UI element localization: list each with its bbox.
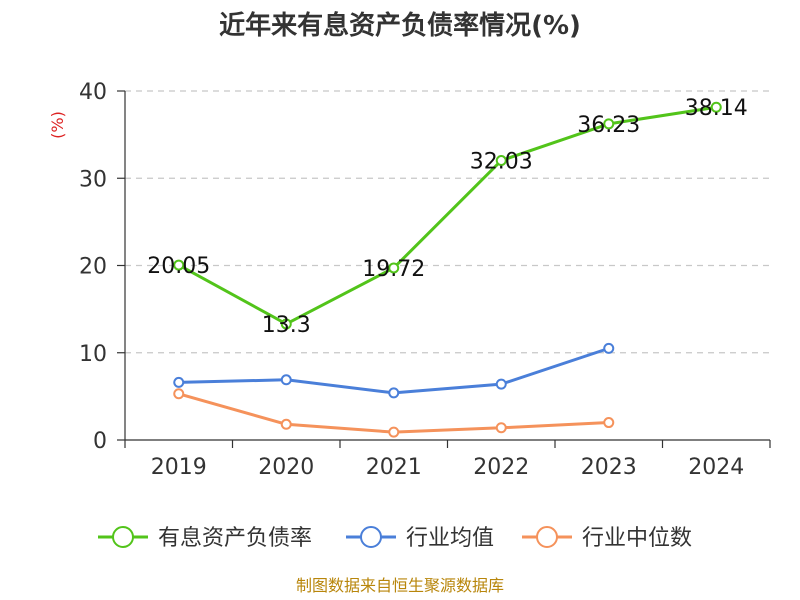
legend-marker-2 <box>536 526 558 548</box>
series-layer <box>173 101 722 438</box>
data-label-0-1: 13.3 <box>262 313 311 338</box>
y-tick-label-0: 0 <box>93 429 107 454</box>
data-point-2-1 <box>280 418 292 430</box>
series-line-1 <box>178 346 610 395</box>
legend-label-2: 行业中位数 <box>582 526 692 551</box>
data-point-1-3 <box>495 378 507 390</box>
x-tick-label-2023: 2023 <box>581 455 637 480</box>
grid-lines <box>125 90 770 354</box>
y-tick-label-40: 40 <box>79 80 107 105</box>
data-point-2-2 <box>388 426 400 438</box>
y-axis-label: (%) <box>48 111 67 139</box>
data-point-1-4 <box>603 342 615 354</box>
data-point-0-0 <box>173 259 185 271</box>
data-point-0-5 <box>710 101 722 113</box>
data-point-0-2 <box>388 262 400 274</box>
x-tick-label-2019: 2019 <box>151 455 207 480</box>
y-tick-label-10: 10 <box>79 342 107 367</box>
data-point-0-1 <box>280 318 292 330</box>
chart-title: 近年来有息资产负债率情况(%) <box>219 10 581 41</box>
data-point-2-3 <box>495 422 507 434</box>
data-point-1-0 <box>173 376 185 388</box>
data-label-0-0: 20.05 <box>147 254 210 279</box>
data-point-2-0 <box>173 388 185 400</box>
y-tick-label-20: 20 <box>79 255 107 280</box>
series-line-0 <box>178 105 717 326</box>
legend-marker-0 <box>112 526 134 548</box>
x-tick-label-2020: 2020 <box>258 455 314 480</box>
legend-marker-1 <box>360 526 382 548</box>
data-label-0-3: 32.03 <box>470 150 533 175</box>
legend-label-0: 有息资产负债率 <box>158 526 312 551</box>
data-label-0-2: 19.72 <box>362 257 425 282</box>
source-note: 制图数据来自恒生聚源数据库 <box>296 576 504 595</box>
data-point-2-4 <box>603 417 615 429</box>
x-tick-label-2024: 2024 <box>688 455 744 480</box>
data-point-1-2 <box>388 387 400 399</box>
axes: 0 10 20 30 40 2019 2020 2021 2022 2023 2024 <box>79 80 771 480</box>
x-tick-label-2022: 2022 <box>473 455 529 480</box>
data-point-0-3 <box>495 155 507 167</box>
legend-label-1: 行业均值 <box>406 526 494 551</box>
data-label-0-5: 38.14 <box>685 96 748 121</box>
data-label-0-4: 36.23 <box>577 113 640 138</box>
series-line-2 <box>178 392 609 434</box>
data-labels: 20.05 13.3 19.72 32.03 36.23 38.14 <box>147 96 747 338</box>
data-point-0-4 <box>603 118 615 130</box>
y-tick-label-30: 30 <box>79 167 107 192</box>
legend[interactable]: 有息资产负债率 行业均值 行业中位数 <box>98 526 692 551</box>
data-point-1-1 <box>280 374 292 386</box>
x-tick-label-2021: 2021 <box>366 455 422 480</box>
